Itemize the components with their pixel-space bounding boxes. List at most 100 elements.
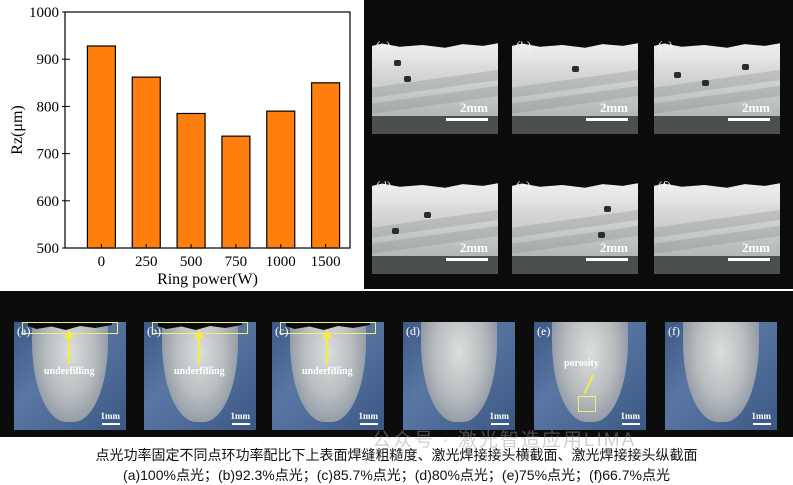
bar (266, 110, 296, 249)
scale-label: 2mm (741, 100, 770, 115)
arrow-shaft (198, 334, 200, 364)
surface-micrograph: (d) 2mm (372, 176, 498, 274)
panel-label: (d) (406, 324, 420, 338)
panel-label: (f) (668, 324, 680, 338)
panel-label: (e) (516, 178, 531, 193)
scale-label: 1mm (358, 411, 379, 421)
scale-label: 2mm (599, 240, 628, 255)
porosity-box (578, 396, 596, 412)
panel-label: (c) (275, 324, 289, 338)
surface-micrograph: (c) 2mm (654, 36, 780, 134)
scale-label: 1mm (620, 411, 641, 421)
x-axis-label: Ring power(W) (157, 271, 258, 288)
surface-micrograph-panel: (a) 2mm (b) 2mm (c) 2mm (d) 2mm (e) 2mm (f) 2mm (364, 0, 793, 289)
x-tick-label: 750 (225, 254, 248, 270)
panel-label: (d) (376, 178, 392, 193)
rz-bar-chart: 500 600 700 800 900 1000 0 250 500 750 1000 1500 Rin… (0, 0, 362, 290)
porosity-annotation: porosity (564, 358, 599, 369)
background-region (654, 36, 780, 48)
arrow-shaft (68, 334, 70, 364)
scale-bar (102, 423, 120, 425)
y-tick-label: 1000 (29, 5, 59, 21)
underfill-gap (28, 322, 112, 330)
pore-mark (674, 72, 681, 78)
x-tick-label: 500 (180, 254, 203, 270)
scale-bar (491, 423, 509, 425)
cross-section-image: porosity (e) 1mm (534, 322, 646, 430)
panel-label: (b) (516, 38, 532, 53)
cross-section-image: underfilling (c) 1mm (272, 322, 384, 430)
y-axis-label: Rz(μm) (9, 105, 26, 154)
watermark-text: 公众号 · 激光智造应用LIMA (372, 430, 637, 451)
bar (221, 135, 251, 249)
pore-mark (394, 60, 401, 66)
surface-micrograph: (b) 2mm (512, 36, 638, 134)
surface-micrograph: (f) 2mm (654, 176, 780, 274)
cross-section-panel: underfilling (a) 1mm underfilling (b) 1mm unde… (0, 291, 793, 437)
pore-mark (404, 76, 411, 82)
underfill-gap (158, 322, 242, 330)
scale-bar (728, 118, 770, 121)
pore-mark (702, 80, 709, 86)
scale-bar (232, 423, 250, 425)
scale-bar (446, 258, 488, 261)
scale-label: 1mm (751, 411, 772, 421)
scale-bar (586, 258, 628, 261)
scale-label: 1mm (230, 411, 251, 421)
bar (310, 82, 341, 249)
background-region (512, 36, 638, 48)
arrow-shaft (326, 334, 328, 364)
panel-label: (b) (147, 324, 161, 338)
cross-section-image: (f) 1mm (665, 322, 777, 430)
weld-zone (683, 322, 759, 422)
scale-bar (360, 423, 378, 425)
pore-mark (392, 228, 399, 234)
scale-label: 2mm (741, 240, 770, 255)
pore-mark (742, 64, 749, 70)
surface-micrograph: (a) 2mm (372, 36, 498, 134)
x-tick-label: 250 (135, 254, 158, 270)
cross-section-image: underfilling (a) 1mm (14, 322, 126, 430)
panel-label: (a) (17, 324, 31, 338)
underfilling-annotation: underfilling (44, 366, 95, 377)
pore-mark (572, 66, 579, 72)
x-tick-label: 1000 (266, 254, 296, 270)
plot-frame (64, 11, 351, 249)
y-tick-label: 900 (37, 52, 60, 68)
cross-section-image: underfilling (b) 1mm (144, 322, 256, 430)
y-tick-label: 700 (37, 147, 60, 163)
x-tick-label: 0 (98, 254, 106, 270)
scale-bar (586, 118, 628, 121)
y-tick-label: 600 (37, 194, 60, 210)
scale-bar (446, 118, 488, 121)
scale-label: 2mm (459, 240, 488, 255)
pore-mark (604, 206, 611, 212)
scale-label: 2mm (599, 100, 628, 115)
scale-label: 2mm (459, 100, 488, 115)
scale-bar (753, 423, 771, 425)
x-tick-label: 1500 (311, 254, 341, 270)
underfill-gap (286, 322, 370, 330)
background-region (512, 176, 638, 188)
weld-zone (421, 322, 497, 422)
pore-mark (598, 232, 605, 238)
scale-label: 1mm (100, 411, 121, 421)
bar (176, 112, 206, 249)
background-region (654, 176, 780, 188)
scale-bar (728, 258, 770, 261)
bar (131, 76, 161, 249)
bar (86, 45, 117, 249)
background-region (372, 36, 498, 48)
cross-section-image: (d) 1mm (403, 322, 515, 430)
y-tick-label: 500 (37, 241, 60, 257)
figure-caption-line2: (a)100%点光；(b)92.3%点光；(c)85.7%点光；(d)80%点光… (123, 467, 670, 483)
y-tick-label: 800 (37, 99, 60, 115)
underfilling-annotation: underfilling (302, 366, 353, 377)
scale-label: 1mm (489, 411, 510, 421)
figure-caption-line1: 点光功率固定不同点环功率配比下上表面焊缝粗糙度、激光焊接接头横截面、激光焊接接头… (95, 447, 698, 463)
pore-mark (424, 212, 431, 218)
panel-label: (a) (376, 38, 391, 53)
surface-micrograph: (e) 2mm (512, 176, 638, 274)
panel-label: (c) (658, 38, 673, 53)
panel-label: (f) (658, 178, 671, 193)
